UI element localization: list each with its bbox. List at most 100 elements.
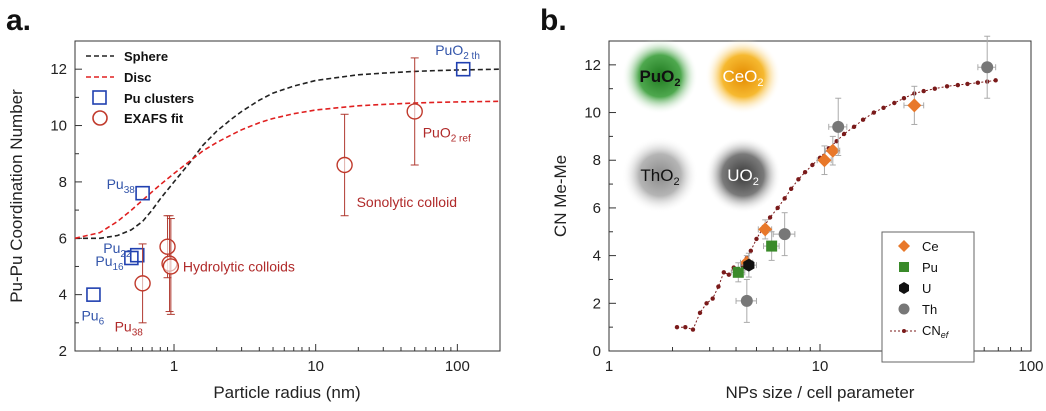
cnef-point <box>767 215 773 220</box>
panel-a-y-tick-label: 6 <box>59 230 67 247</box>
ceo2-particle-image <box>705 38 781 114</box>
cnef-point <box>921 88 926 94</box>
panel-b-points <box>730 35 997 323</box>
pu-cluster-marker <box>455 61 471 77</box>
panel-b-y-axis-title: CN Me-Me <box>551 155 570 237</box>
legend-pu-swatch <box>899 262 909 272</box>
puo2-ref-label: PuO2 ref <box>423 124 471 144</box>
uo2-label: UO2 <box>727 166 759 188</box>
panel-a-curves <box>74 68 501 240</box>
marker-pu <box>732 266 744 278</box>
panel-a-curve-disc <box>74 100 501 240</box>
pu-cluster-marker <box>129 247 145 263</box>
cnef-point <box>851 124 857 130</box>
panel-a-ticks: 1 10 100 2 4 6 8 10 12 <box>50 40 501 375</box>
panel-b-y-tick-label: 6 <box>593 200 601 217</box>
legend-sphere-label: Sphere <box>124 49 168 64</box>
cnef-point <box>704 301 709 306</box>
tho2-particle-image <box>622 137 698 213</box>
cnef-point <box>748 248 754 254</box>
cnef-point <box>690 327 696 332</box>
cnef-point <box>683 324 688 330</box>
marker-th <box>740 294 753 307</box>
marker-ce <box>825 143 840 158</box>
legend-th-swatch <box>898 303 910 315</box>
marker-ce <box>758 222 773 237</box>
panel-b-x-tick-label: 10 <box>812 358 829 375</box>
legend-pu-label: Pu <box>922 260 938 275</box>
legend-u-label: U <box>922 281 931 296</box>
uo2-particle-image <box>705 137 781 213</box>
cnef-point <box>674 324 680 330</box>
panel-b-legend-box <box>881 231 975 363</box>
pu-cluster-label: Pu6 <box>81 308 104 328</box>
panel-a-x-tick-label: 1 <box>170 358 178 375</box>
legend-ce-swatch <box>898 240 910 252</box>
panel-b-x-tick-label: 100 <box>1018 358 1043 375</box>
panel-b-x-axis-title: NPs size / cell parameter <box>726 383 915 402</box>
panel-b-label: b. <box>540 4 567 37</box>
cnef-point <box>860 117 866 122</box>
tho2-label: ThO2 <box>640 166 679 188</box>
panel-a-x-tick-label: 10 <box>307 358 324 375</box>
panel-a-y-tick-label: 12 <box>50 61 67 78</box>
panel-a-label: a. <box>6 4 31 37</box>
panel-b-y-tick-label: 0 <box>593 343 601 360</box>
panel-b-chart: 1 10 100 0 2 4 6 8 10 12 PuO2 CeO2 ThO2 UO2 NPs s… <box>551 35 1044 402</box>
hydrolytic-colloids-label: Hydrolytic colloids <box>183 258 295 274</box>
legend-pu-clusters-swatch <box>92 90 107 105</box>
panel-b-insets: PuO2 CeO2 ThO2 UO2 <box>622 38 781 213</box>
cnef-point <box>881 105 886 110</box>
marker-u <box>743 258 755 272</box>
cnef-point <box>975 80 981 85</box>
puo2-label: PuO2 <box>639 67 680 89</box>
cnef-point <box>796 177 801 182</box>
panel-a-plot-frame <box>74 40 501 352</box>
legend-exafs-swatch <box>92 110 108 126</box>
panel-b-y-tick-label: 10 <box>584 105 601 122</box>
cnef-point <box>932 86 937 91</box>
cnef-point <box>775 205 780 211</box>
pu-cluster-marker <box>135 185 150 201</box>
puo2-particle-image <box>622 38 698 114</box>
cnef-point <box>901 96 907 101</box>
cnef-point <box>697 310 703 316</box>
panel-a-y-tick-label: 4 <box>59 287 67 304</box>
pu-cluster-label: Pu16 <box>95 253 124 273</box>
exafs-marker <box>134 275 151 292</box>
exafs-marker <box>159 238 176 255</box>
pu-cluster-marker <box>86 287 101 302</box>
panel-b-y-tick-label: 8 <box>593 152 601 169</box>
legend-ce-label: Ce <box>922 239 939 254</box>
panel-a-y-tick-label: 2 <box>59 343 67 360</box>
cnef-point <box>754 236 759 242</box>
exafs-pu38-label: Pu38 <box>115 318 144 338</box>
panel-b-y-tick-label: 4 <box>593 248 601 265</box>
marker-pu <box>766 240 778 252</box>
panel-b-legend: Ce Pu U Th CNef <box>881 231 975 363</box>
cnef-point <box>788 186 794 192</box>
legend-disc-label: Disc <box>124 70 151 85</box>
sonolytic-colloid-label: Sonolytic colloid <box>357 194 457 210</box>
cnef-point <box>721 270 726 275</box>
exafs-marker <box>162 258 180 275</box>
ceo2-label: CeO2 <box>722 67 763 89</box>
cnef-point <box>710 296 715 301</box>
marker-ce <box>817 153 832 168</box>
panel-b-x-tick-label: 1 <box>605 358 613 375</box>
cnef-point <box>993 78 998 83</box>
panel-a-points <box>86 57 471 324</box>
exafs-marker <box>336 156 353 174</box>
marker-th <box>981 61 994 74</box>
panel-a-y-tick-label: 10 <box>50 118 67 135</box>
cnef-point <box>892 100 897 106</box>
panel-a-x-axis-title: Particle radius (nm) <box>213 383 360 402</box>
legend-pu-clusters-label: Pu clusters <box>124 91 194 106</box>
legend-exafs-label: EXAFS fit <box>124 111 184 126</box>
cnef-point <box>716 284 721 289</box>
cnef-point <box>726 272 732 277</box>
panel-a-y-axis-title: Pu-Pu Coordination Number <box>7 89 26 303</box>
panel-b-y-tick-label: 12 <box>584 57 601 74</box>
